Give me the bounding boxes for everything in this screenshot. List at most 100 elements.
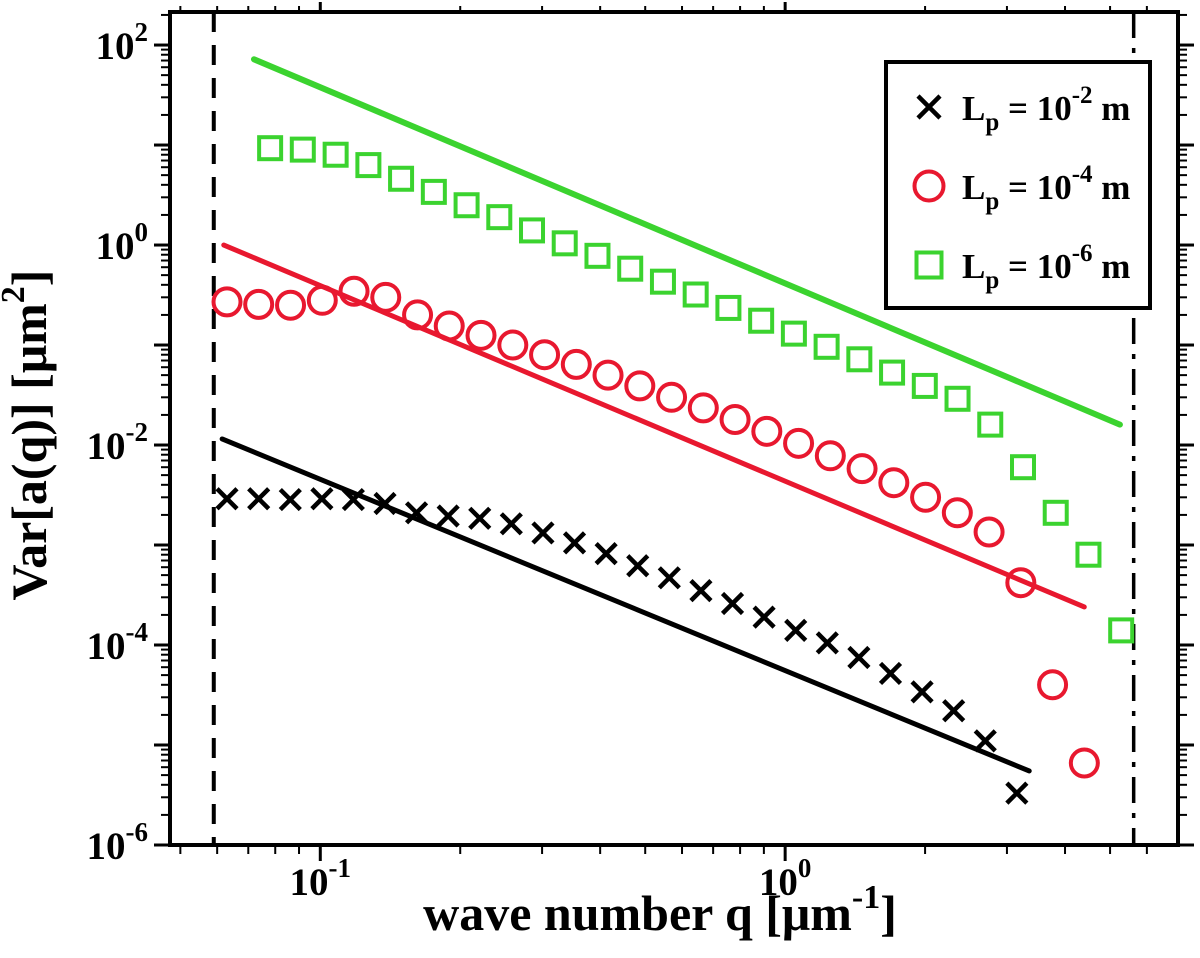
plot-frame — [168, 10, 1180, 847]
circle-marker — [719, 403, 751, 435]
cross-marker — [815, 631, 839, 655]
fit-line — [221, 242, 1087, 610]
y-tick-label: 10-6 — [87, 817, 149, 868]
x-tick-label: 100 — [759, 853, 812, 904]
square-marker — [1042, 499, 1069, 526]
cross-marker — [215, 487, 239, 511]
square-marker — [879, 359, 906, 386]
circle-marker — [402, 299, 434, 331]
series-circle-markers — [211, 275, 1100, 779]
cross-marker — [1005, 781, 1029, 805]
circle-marker — [656, 381, 688, 413]
circle-marker — [433, 310, 465, 342]
square-marker — [748, 307, 775, 334]
circle-marker — [275, 289, 307, 321]
square-marker — [1108, 617, 1135, 644]
circle-marker — [878, 467, 910, 499]
y-tick-label: 100 — [96, 217, 149, 268]
cross-marker — [916, 94, 942, 120]
circle-marker — [306, 284, 338, 316]
cross-marker — [562, 531, 587, 555]
square-marker — [813, 333, 840, 360]
cross-marker — [847, 645, 871, 670]
cross-marker — [310, 487, 334, 511]
cross-marker — [436, 504, 460, 528]
square-marker — [914, 250, 944, 280]
square-marker — [649, 268, 676, 295]
circle-marker — [1068, 747, 1100, 779]
cross-marker — [278, 487, 302, 512]
circle-marker — [529, 339, 561, 371]
square-marker — [486, 204, 513, 231]
circle-marker — [465, 319, 497, 351]
axis-ticks: 102 100 10-2 10-4 10-6 10-1 100 — [87, 2, 1194, 904]
cross-marker — [499, 512, 523, 536]
y-tick-label: 10-4 — [87, 617, 149, 668]
cross-marker — [531, 521, 555, 545]
circle-marker — [783, 427, 815, 459]
square-marker — [944, 385, 971, 412]
series-square-markers — [257, 135, 1135, 644]
square-marker — [355, 152, 382, 179]
cross-marker — [373, 491, 397, 516]
cross-marker — [657, 566, 681, 590]
square-marker — [682, 281, 709, 308]
circle-marker — [912, 169, 946, 203]
square-marker — [289, 136, 316, 163]
square-marker — [322, 141, 349, 168]
square-marker — [1075, 541, 1102, 568]
cross-marker — [720, 591, 745, 616]
square-marker — [780, 320, 807, 347]
legend-label: Lp = 10-6 m — [962, 240, 1130, 294]
square-marker — [453, 192, 480, 219]
circle-marker — [1037, 669, 1069, 701]
circle-marker — [560, 348, 592, 380]
square-marker — [551, 230, 578, 257]
x-tick-label: 10-1 — [290, 853, 352, 904]
circle-marker — [910, 481, 942, 513]
square-marker — [1009, 454, 1036, 481]
square-marker — [911, 372, 938, 399]
legend: Lp = 10-2 m Lp = 10-4 m Lp = 10-6 m — [884, 60, 1152, 310]
cross-marker — [594, 542, 618, 566]
cross-marker — [341, 487, 365, 512]
square-marker — [257, 135, 284, 162]
fit-line — [250, 56, 1123, 428]
square-marker — [977, 411, 1004, 438]
square-marker — [715, 294, 742, 321]
cross-marker — [910, 680, 934, 704]
circle-marker — [973, 516, 1005, 548]
cross-marker — [752, 605, 776, 629]
cross-marker — [878, 661, 903, 685]
cross-marker — [468, 506, 492, 530]
circle-marker — [687, 392, 719, 424]
cross-marker — [404, 501, 429, 525]
circle-marker — [1005, 567, 1037, 599]
square-marker — [846, 346, 873, 373]
y-tick-label: 10-2 — [87, 417, 149, 468]
circle-marker — [751, 415, 783, 447]
cross-marker — [689, 579, 713, 603]
cross-marker — [626, 554, 650, 578]
y-axis-title: Var[a(q)] [μm2] — [0, 270, 57, 601]
circle-marker — [814, 440, 846, 472]
circle-marker — [846, 453, 878, 485]
circle-marker — [497, 329, 529, 361]
circle-marker — [370, 281, 402, 313]
square-marker — [584, 242, 611, 269]
legend-label: Lp = 10-4 m — [962, 161, 1130, 215]
circle-marker — [243, 288, 275, 320]
square-marker — [388, 165, 415, 192]
square-marker — [519, 217, 546, 244]
x-axis-title: wave number q [μm-1] — [423, 879, 897, 941]
circle-marker — [624, 370, 656, 402]
square-marker — [617, 255, 644, 282]
cross-marker — [784, 618, 808, 642]
legend-label: Lp = 10-2 m — [962, 82, 1130, 136]
circle-marker — [211, 286, 243, 318]
circle-marker — [592, 359, 624, 391]
cross-marker — [942, 699, 966, 723]
cross-marker — [973, 729, 997, 753]
